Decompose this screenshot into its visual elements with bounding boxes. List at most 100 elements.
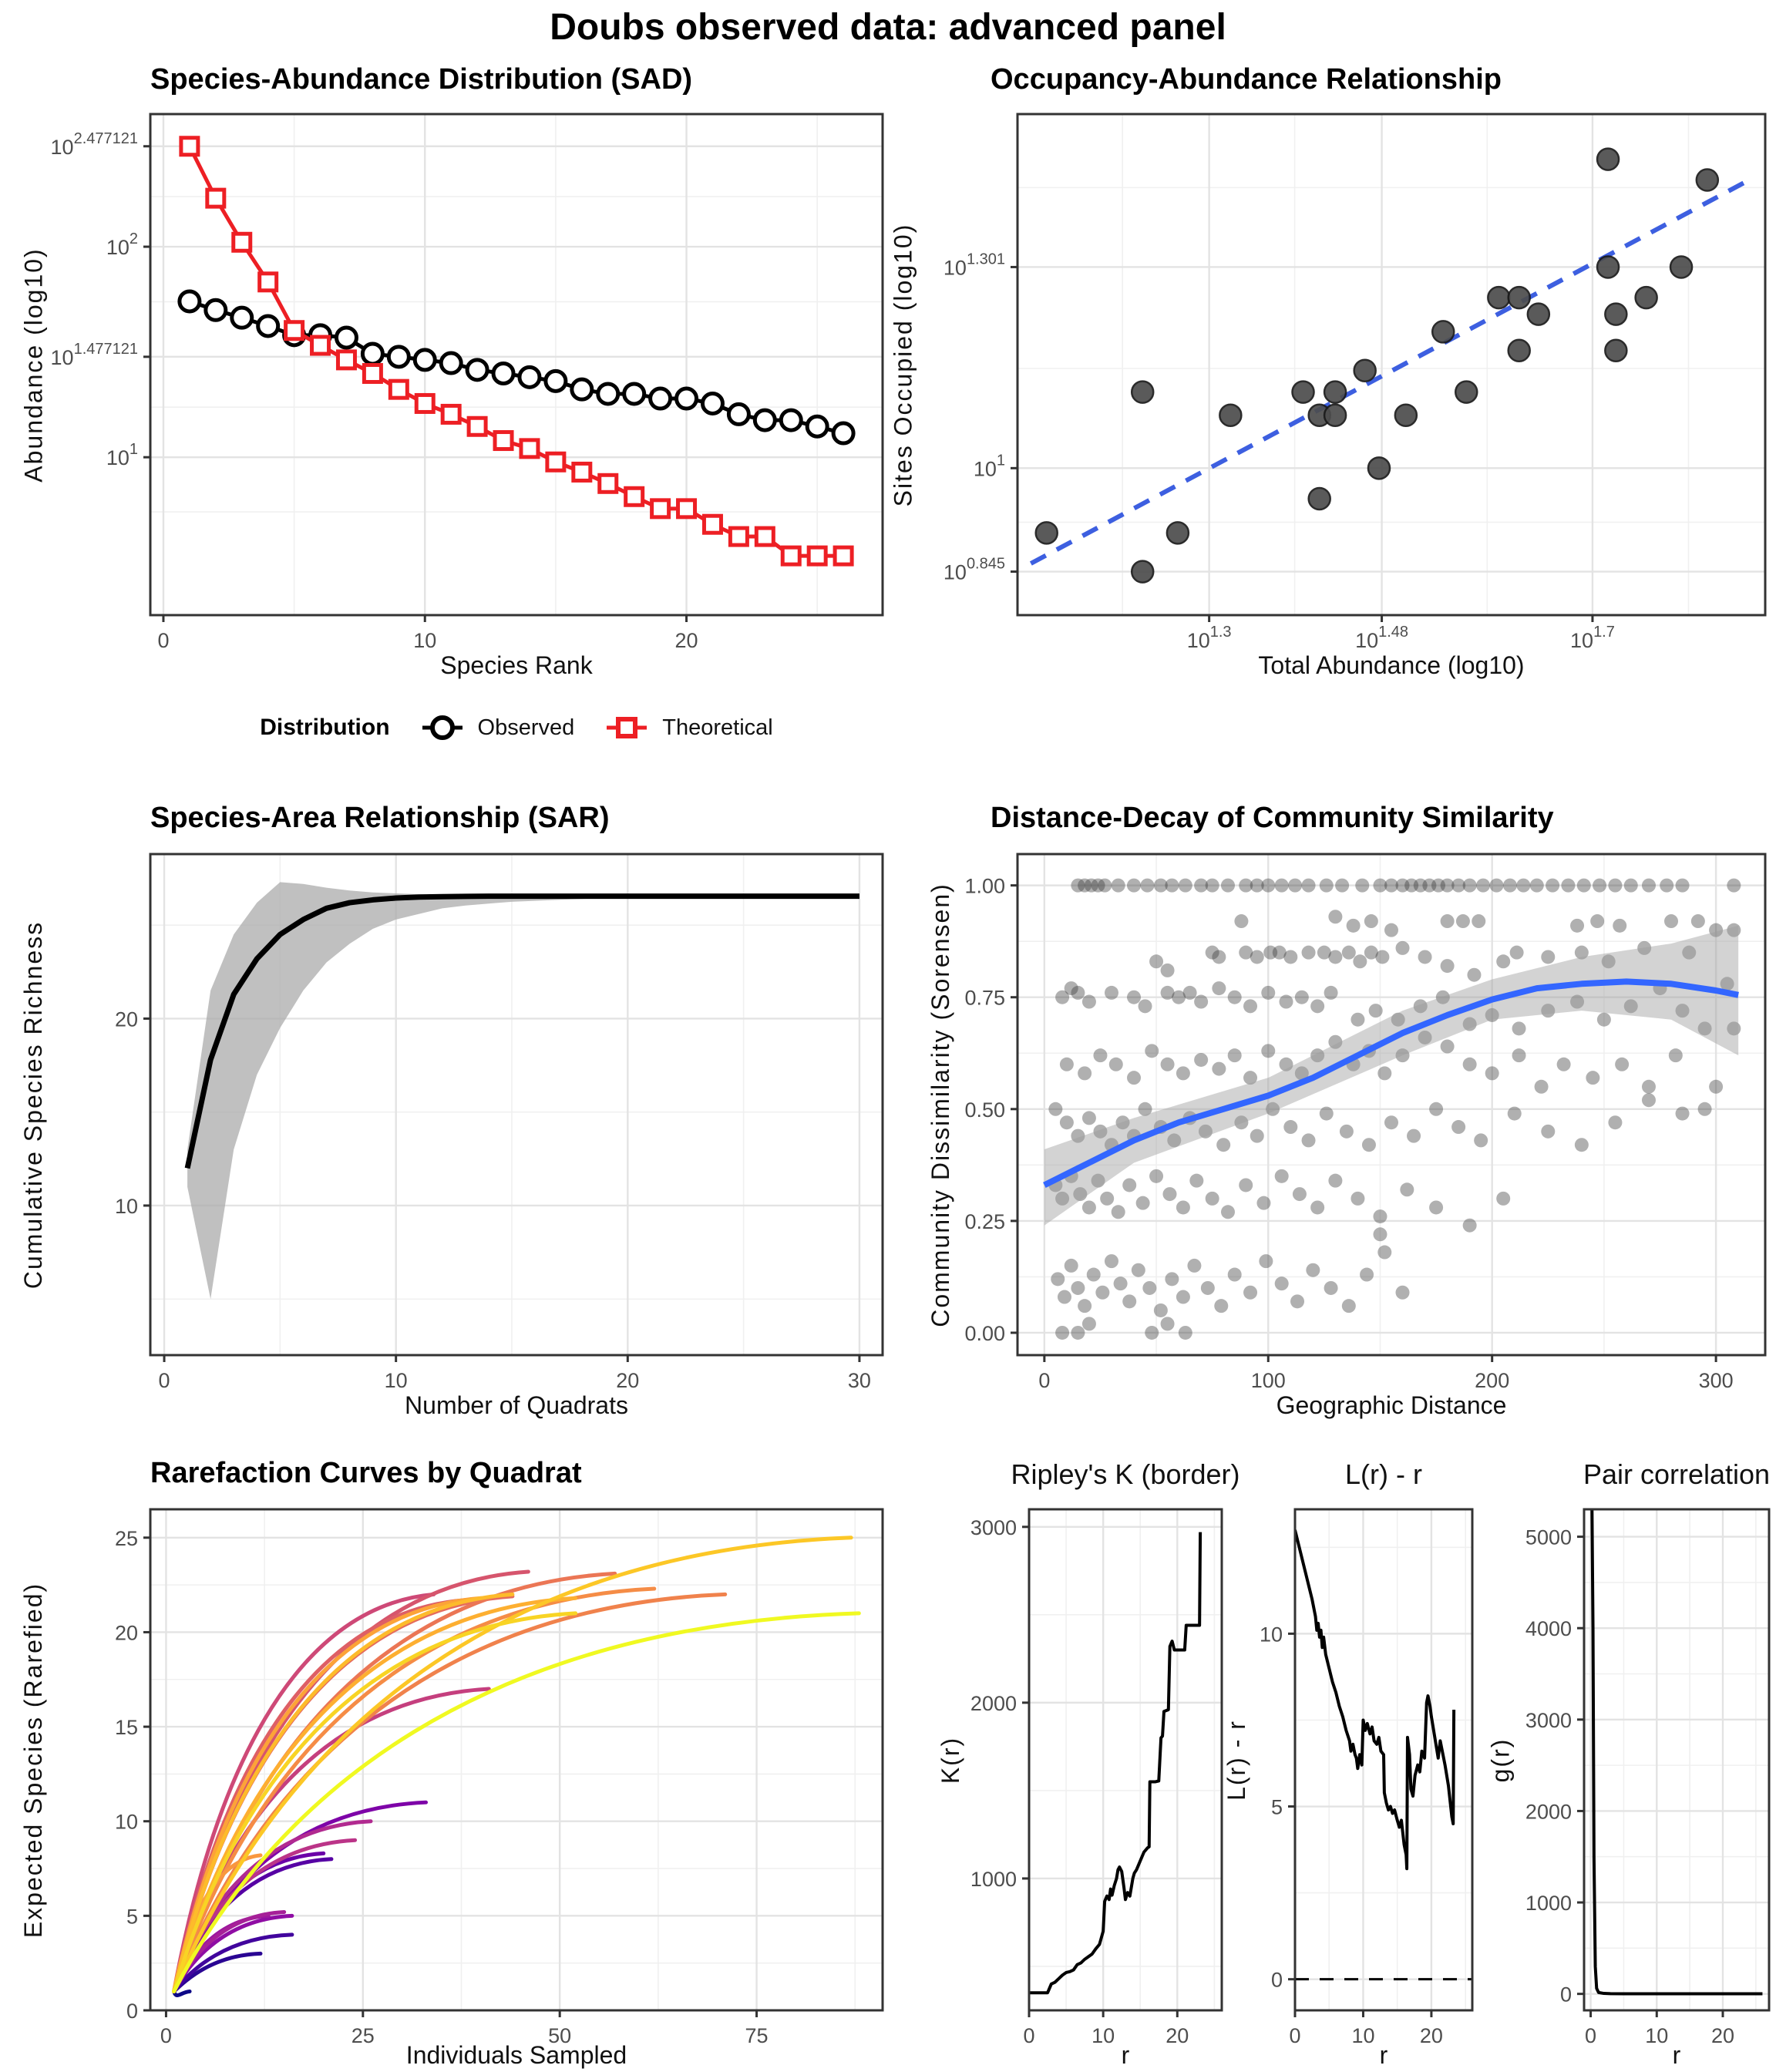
- svg-text:20: 20: [115, 1621, 138, 1644]
- svg-text:101.3: 101.3: [1187, 624, 1232, 652]
- svg-text:102: 102: [106, 230, 138, 259]
- sad-y-axis-label: Abundance (log10): [19, 247, 48, 483]
- svg-text:0: 0: [1023, 2024, 1034, 2047]
- svg-text:10: 10: [385, 1369, 408, 1392]
- sad-plot-area: 0 10 20 102.477121 102 101.477121 101: [51, 113, 884, 652]
- svg-text:75: 75: [745, 2024, 769, 2047]
- svg-text:101.477121: 101.477121: [51, 341, 138, 369]
- svg-text:0: 0: [1038, 1369, 1050, 1392]
- svg-text:3000: 3000: [970, 1516, 1017, 1539]
- svg-text:10: 10: [413, 629, 436, 652]
- ripleys-k-x-axis-label: r: [1121, 2041, 1130, 2069]
- svg-text:2000: 2000: [970, 1692, 1017, 1715]
- ripleys-k-plot-area: 0 10 20 1000 2000 3000: [970, 1508, 1223, 2047]
- svg-text:4000: 4000: [1525, 1617, 1572, 1640]
- occupancy-panel-title: Occupancy-Abundance Relationship: [991, 63, 1502, 96]
- svg-text:20: 20: [1420, 2024, 1443, 2047]
- rarefaction-x-axis-label: Individuals Sampled: [405, 2041, 627, 2069]
- svg-text:0: 0: [1585, 2024, 1596, 2047]
- svg-text:0: 0: [159, 1369, 170, 1392]
- legend-item-theoretical: Theoretical: [602, 711, 773, 745]
- svg-text:0.25: 0.25: [964, 1210, 1005, 1233]
- sad-x-axis-label: Species Rank: [440, 651, 593, 679]
- observed-marker-icon: [422, 715, 462, 740]
- distance-decay-x-axis-label: Geographic Distance: [1276, 1391, 1507, 1419]
- svg-text:10: 10: [1351, 2024, 1374, 2047]
- sar-y-axis-label: Cumulative Species Richness: [19, 920, 48, 1289]
- distribution-legend: Distribution Observed Theoretical: [150, 711, 883, 745]
- rarefaction-plot-area: 0 25 50 75 0 5 10 15 20 25: [115, 1508, 884, 2047]
- sar-plot-area: 0 10 20 30 10 20: [115, 853, 884, 1392]
- svg-text:0: 0: [157, 629, 169, 652]
- distance-decay-plot-area: 0 100 200 300 0.00 0.25 0.50 0.75 1.00: [964, 853, 1767, 1392]
- svg-text:20: 20: [1166, 2024, 1189, 2047]
- svg-text:20: 20: [616, 1369, 639, 1392]
- legend-label-theoretical: Theoretical: [662, 715, 773, 740]
- occupancy-plot-area: 101.3 101.48 101.7 101.301 101 100.845: [944, 113, 1767, 652]
- legend-label-observed: Observed: [477, 715, 575, 740]
- svg-text:2000: 2000: [1525, 1800, 1572, 1823]
- occupancy-y-axis-label: Sites Occupied (log10): [889, 223, 917, 506]
- svg-text:3000: 3000: [1525, 1709, 1572, 1732]
- svg-text:0: 0: [126, 2000, 138, 2023]
- svg-text:5: 5: [1271, 1796, 1283, 1819]
- rarefaction-y-axis-label: Expected Species (Rarefied): [19, 1582, 48, 1938]
- l-function-panel-title: L(r) - r: [1345, 1458, 1422, 1490]
- svg-text:0: 0: [160, 2024, 172, 2047]
- sar-panel-title: Species-Area Relationship (SAR): [150, 802, 610, 834]
- svg-text:5: 5: [126, 1905, 138, 1928]
- svg-text:10: 10: [115, 1195, 138, 1218]
- svg-text:20: 20: [1711, 2024, 1734, 2047]
- svg-text:0: 0: [1560, 1983, 1572, 2006]
- sar-x-axis-label: Number of Quadrats: [405, 1391, 628, 1419]
- svg-text:25: 25: [352, 2024, 375, 2047]
- l-function-x-axis-label: r: [1379, 2041, 1388, 2069]
- svg-text:1000: 1000: [970, 1868, 1017, 1891]
- rarefaction-panel-title: Rarefaction Curves by Quadrat: [150, 1457, 582, 1489]
- svg-text:1000: 1000: [1525, 1892, 1572, 1915]
- svg-text:101.301: 101.301: [944, 251, 1005, 279]
- svg-text:100: 100: [1251, 1369, 1286, 1392]
- svg-text:10: 10: [1645, 2024, 1668, 2047]
- svg-text:0: 0: [1289, 2024, 1300, 2047]
- svg-text:10: 10: [1092, 2024, 1115, 2047]
- svg-text:0.75: 0.75: [964, 987, 1005, 1010]
- ripleys-k-panel-title: Ripley's K (border): [1011, 1458, 1240, 1490]
- l-function-y-axis-label: L(r) - r: [1222, 1719, 1250, 1801]
- theoretical-marker-icon: [607, 717, 648, 738]
- svg-text:20: 20: [675, 629, 698, 652]
- pair-correlation-y-axis-label: g(r): [1486, 1737, 1515, 1782]
- sad-panel-title: Species-Abundance Distribution (SAD): [150, 63, 693, 96]
- l-function-plot-area: 0 10 20 0 5 10: [1260, 1508, 1474, 2047]
- ripleys-k-y-axis-label: K(r): [937, 1736, 965, 1784]
- svg-text:20: 20: [115, 1007, 138, 1031]
- main-title: Doubs observed data: advanced panel: [550, 7, 1226, 48]
- svg-text:200: 200: [1475, 1369, 1509, 1392]
- svg-text:100.845: 100.845: [944, 556, 1005, 584]
- svg-text:101.7: 101.7: [1570, 624, 1615, 652]
- pair-correlation-x-axis-label: r: [1672, 2041, 1681, 2069]
- svg-text:10: 10: [1260, 1623, 1283, 1646]
- svg-text:300: 300: [1699, 1369, 1734, 1392]
- svg-text:1.00: 1.00: [964, 875, 1005, 898]
- svg-text:102.477121: 102.477121: [51, 130, 138, 159]
- svg-text:10: 10: [115, 1811, 138, 1834]
- svg-text:101: 101: [974, 452, 1005, 480]
- svg-text:101: 101: [106, 441, 138, 469]
- svg-text:25: 25: [115, 1527, 138, 1550]
- legend-item-observed: Observed: [418, 711, 575, 745]
- svg-text:0: 0: [1271, 1969, 1283, 1992]
- distance-decay-panel-title: Distance-Decay of Community Similarity: [991, 802, 1554, 834]
- pair-correlation-plot-area: 0 10 20 0 1000 2000 3000 4000 5000: [1525, 1508, 1771, 2047]
- distance-decay-y-axis-label: Community Dissimilarity (Sorensen): [926, 882, 954, 1327]
- legend-title: Distribution: [260, 715, 390, 740]
- svg-text:30: 30: [848, 1369, 871, 1392]
- svg-text:0.50: 0.50: [964, 1098, 1005, 1122]
- svg-text:101.48: 101.48: [1355, 624, 1408, 652]
- svg-text:5000: 5000: [1525, 1526, 1572, 1549]
- pair-correlation-panel-title: Pair correlation: [1583, 1458, 1771, 1490]
- svg-text:50: 50: [548, 2024, 571, 2047]
- svg-text:0.00: 0.00: [964, 1322, 1005, 1345]
- occupancy-x-axis-label: Total Abundance (log10): [1258, 651, 1525, 679]
